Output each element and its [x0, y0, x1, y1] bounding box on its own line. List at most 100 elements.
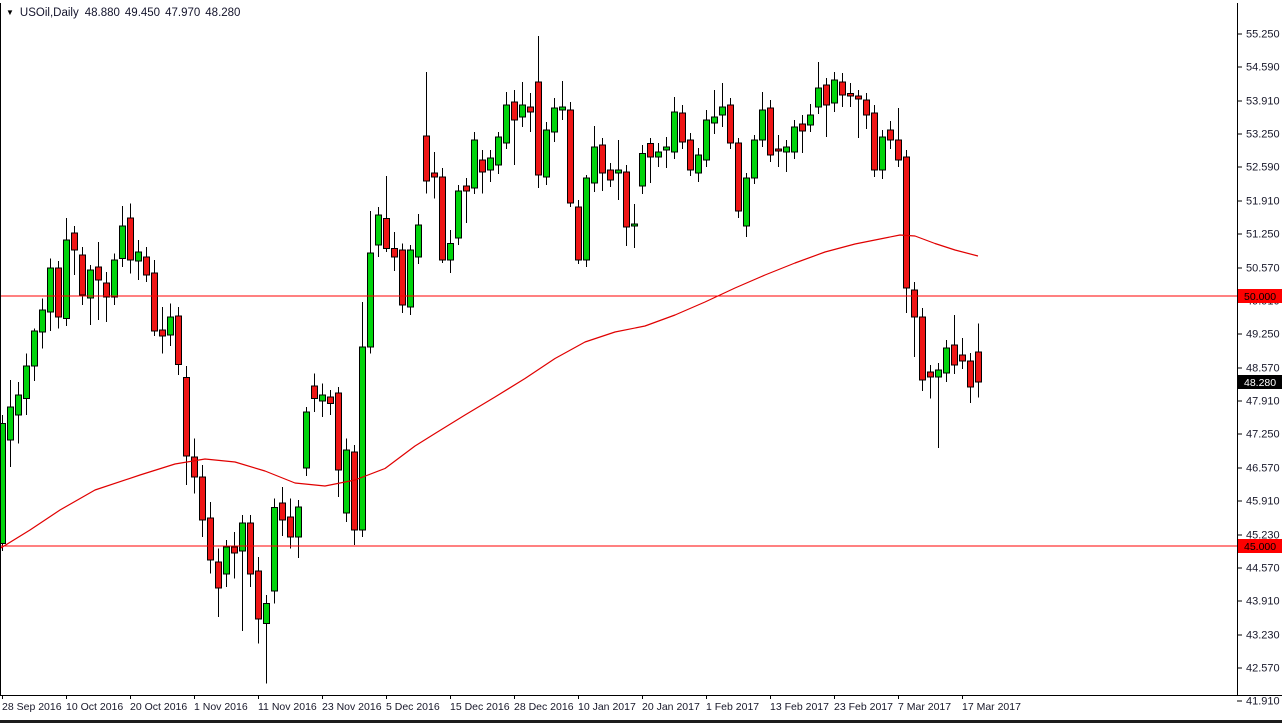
candle: [911, 282, 918, 357]
price-tag-level-50: 50.000: [1238, 289, 1282, 303]
bullish-candle-body: [543, 129, 550, 178]
price-axis[interactable]: 55.250 54.590 53.910 53.250 52.590 51.910 51.2…: [1237, 29, 1280, 708]
candle: [559, 81, 566, 120]
price-tick-label: 51.250: [1246, 229, 1280, 241]
bullish-candle-body: [47, 267, 54, 313]
bearish-candle-body: [863, 99, 870, 116]
candle: [327, 390, 334, 415]
price-tag-bg: [1238, 539, 1282, 553]
candle: [719, 83, 726, 127]
bullish-candle-body: [367, 252, 374, 348]
time-tick-label: 7 Mar 2017: [898, 701, 951, 713]
candle: [855, 90, 862, 138]
bearish-candle-body: [175, 315, 182, 365]
candle: [287, 498, 294, 549]
time-tick-label: 23 Nov 2016: [322, 701, 382, 713]
bullish-candle-body: [0, 423, 6, 544]
time-tick-label: 17 Mar 2017: [962, 701, 1021, 713]
bearish-candle-body: [927, 371, 934, 378]
candle: [199, 465, 206, 537]
bearish-candle-body: [727, 104, 734, 144]
candle: [831, 72, 838, 112]
bullish-candle-body: [455, 190, 462, 239]
candle: [335, 387, 342, 497]
bullish-candle-body: [375, 214, 382, 246]
price-tick-label: 51.910: [1246, 196, 1280, 208]
bullish-candle-body: [815, 87, 822, 108]
candle: [239, 515, 246, 631]
symbol-dropdown-arrow-icon[interactable]: ▼: [6, 8, 14, 17]
price-tick-label: 54.590: [1246, 62, 1280, 74]
bullish-candle-body: [791, 126, 798, 153]
bearish-candle-body: [391, 248, 398, 258]
bearish-candle-body: [479, 159, 486, 173]
candle: [791, 120, 798, 159]
symbol-period-label: USOil,Daily: [19, 7, 79, 19]
candle: [543, 122, 550, 185]
bullish-candle-body: [87, 269, 94, 299]
candle: [591, 126, 598, 192]
candle: [215, 548, 222, 617]
candle: [23, 353, 30, 415]
candle: [887, 121, 894, 149]
bullish-candle-body: [63, 239, 70, 319]
price-tick-label: 43.230: [1246, 630, 1280, 642]
candle: [871, 105, 878, 177]
time-tick-label: 1 Nov 2016: [194, 701, 248, 713]
time-tick-label: 20 Jan 2017: [642, 701, 700, 713]
candle: [183, 366, 190, 485]
candle: [0, 415, 6, 551]
bullish-candle-body: [31, 330, 38, 367]
bearish-candle-body: [895, 139, 902, 161]
price-tick-label: 44.570: [1246, 563, 1280, 575]
bearish-candle-body: [623, 171, 630, 228]
candle: [975, 323, 982, 398]
bearish-candle-body: [511, 101, 518, 121]
candle: [151, 260, 158, 336]
time-tick-label: 10 Jan 2017: [578, 701, 636, 713]
candle: [815, 62, 822, 114]
bullish-candle-body: [559, 106, 566, 111]
bullish-candle-body: [743, 177, 750, 227]
quote-bar: ▼ USOil,Daily 48.880 49.450 47.970 48.28…: [6, 5, 240, 21]
bearish-candle-body: [327, 396, 334, 404]
bullish-candle-body: [551, 107, 558, 133]
bearish-candle-body: [903, 156, 910, 289]
bearish-candle-body: [431, 172, 438, 178]
candle: [311, 373, 318, 412]
time-tick-label: 28 Dec 2016: [514, 701, 574, 713]
bearish-candle-body: [127, 217, 134, 261]
candle: [143, 247, 150, 282]
candle: [207, 502, 214, 574]
quote-open: 48.880: [84, 7, 120, 19]
candle: [863, 93, 870, 129]
bullish-candle-body: [759, 109, 766, 141]
bearish-candle-body: [351, 451, 358, 531]
candle: [535, 36, 542, 188]
candle: [663, 137, 670, 168]
candle: [295, 500, 302, 558]
bullish-candle-body: [239, 522, 246, 552]
bearish-candle-body: [823, 84, 830, 106]
bullish-candle-body: [223, 546, 230, 575]
candle: [159, 307, 166, 354]
candle: [567, 102, 574, 207]
bearish-candle-body: [207, 517, 214, 561]
bullish-candle-body: [711, 116, 718, 124]
candle: [807, 104, 814, 132]
bearish-candle-body: [191, 456, 198, 478]
bullish-candle-body: [495, 136, 502, 166]
time-axis[interactable]: 28 Sep 2016 10 Oct 2016 20 Oct 2016 1 Nov 2…: [2, 695, 1021, 713]
bullish-candle-body: [111, 259, 118, 298]
candle: [687, 133, 694, 176]
bearish-candle-body: [975, 351, 982, 383]
candle: [575, 200, 582, 264]
bearish-candle-body: [287, 516, 294, 538]
bullish-candle-body: [503, 104, 510, 144]
candle: [639, 145, 646, 194]
candle: [71, 226, 78, 275]
bearish-candle-body: [855, 95, 862, 100]
quote-close: 48.280: [205, 7, 241, 19]
candle: [415, 214, 422, 264]
